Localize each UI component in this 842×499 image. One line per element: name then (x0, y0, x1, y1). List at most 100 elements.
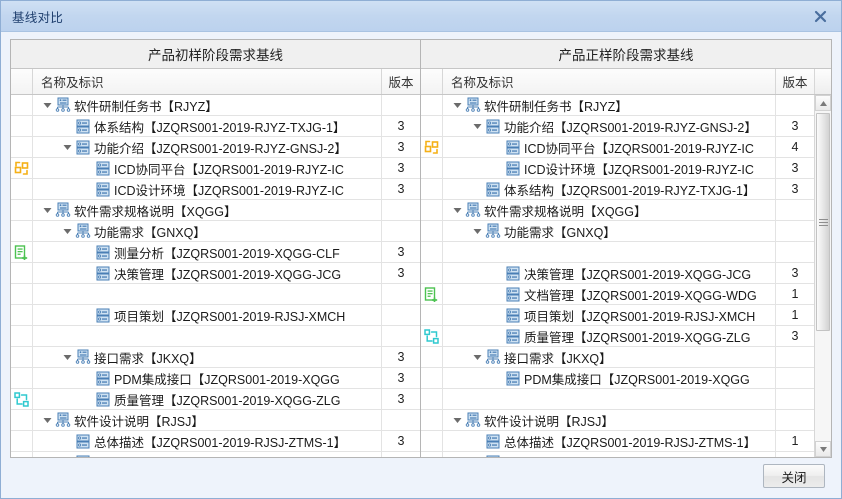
tree-row[interactable]: 软件设计说明【RJSJ】 (11, 410, 420, 431)
tree-row[interactable]: 体系结构【JZQRS001-2019-RJYZ-TXJG-1】 3 (421, 179, 814, 200)
expand-collapse-icon[interactable] (471, 227, 484, 236)
column-header-name[interactable]: 名称及标识 (33, 69, 382, 94)
row-version-cell: 3 (791, 266, 799, 280)
row-label: 软件设计说明【RJSJ】 (74, 414, 204, 429)
row-name-cell: 质量管理【JZQRS001-2019-XQGG-ZLG (33, 389, 382, 409)
panel-caption: 产品初样阶段需求基线 (11, 40, 420, 69)
row-version-cell (776, 242, 814, 262)
row-name-cell: 软件需求规格说明【XQGG】 (33, 200, 382, 220)
tree-row[interactable]: 总体描述【JZQRS001-2019-RJSJ-ZTMS-1】 1 (421, 431, 814, 452)
expand-collapse-icon[interactable] (451, 416, 464, 425)
row-name-cell: 总体描述【JZQRS001-2019-RJSJ-ZTMS-1】 (443, 431, 776, 451)
column-header-version[interactable]: 版本 (776, 69, 814, 94)
column-header-name[interactable]: 名称及标识 (443, 69, 776, 94)
row-marker-cell (421, 116, 443, 136)
tree-row[interactable]: 决策管理【JZQRS001-2019-XQGG-JCG 3 (11, 263, 420, 284)
scrollbar-track[interactable] (815, 111, 831, 441)
row-marker-cell (11, 179, 33, 199)
tree-row[interactable]: 详细描述【JZQRS001-2019-RJSJ-XXMS-2】 3 (421, 452, 814, 457)
expand-collapse-icon[interactable] (61, 143, 74, 152)
tree-row[interactable]: 接口需求【JKXQ】 (421, 347, 814, 368)
row-name-cell: 软件需求规格说明【XQGG】 (443, 200, 776, 220)
tree-row[interactable]: 软件需求规格说明【XQGG】 (11, 200, 420, 221)
dialog-titlebar: 基线对比 (1, 1, 841, 32)
tree-row[interactable]: PDM集成接口【JZQRS001-2019-XQGG (421, 368, 814, 389)
row-version-cell: 3 (382, 452, 420, 457)
row-marker-cell (421, 347, 443, 367)
scroll-down-arrow-icon[interactable] (815, 441, 831, 457)
scrollbar-thumb[interactable] (816, 113, 830, 331)
column-header-version-label: 版本 (782, 76, 808, 90)
row-name-cell: 项目策划【JZQRS001-2019-RJSJ-XMCH (443, 305, 776, 325)
tree-row[interactable]: 质量管理【JZQRS001-2019-XQGG-ZLG 3 (11, 389, 420, 410)
row-marker-cell (421, 368, 443, 388)
expand-collapse-icon[interactable] (451, 206, 464, 215)
column-header-marker (421, 69, 443, 94)
tree-row[interactable]: 决策管理【JZQRS001-2019-XQGG-JCG 3 (421, 263, 814, 284)
tree-row[interactable]: 软件研制任务书【RJYZ】 (421, 95, 814, 116)
tree-row[interactable]: 项目策划【JZQRS001-2019-RJSJ-XMCH 1 (421, 305, 814, 326)
column-header-name-label: 名称及标识 (451, 76, 514, 90)
row-name-cell: 软件研制任务书【RJYZ】 (443, 95, 776, 115)
scroll-up-arrow-icon[interactable] (815, 95, 831, 111)
row-label: 接口需求【JKXQ】 (94, 351, 202, 366)
tree-row[interactable]: 体系结构【JZQRS001-2019-RJYZ-TXJG-1】 3 (11, 116, 420, 137)
row-marker-cell (421, 137, 443, 157)
marker-added-icon (424, 286, 439, 303)
document-node-icon (505, 370, 521, 386)
marker-moved-icon (424, 140, 439, 155)
expand-collapse-icon[interactable] (61, 227, 74, 236)
row-name-cell: 决策管理【JZQRS001-2019-XQGG-JCG (443, 263, 776, 283)
row-marker-cell (421, 452, 443, 457)
tree-row[interactable]: ICD设计环境【JZQRS001-2019-RJYZ-IC 3 (11, 179, 420, 200)
row-marker-cell (11, 137, 33, 157)
row-version-cell: 3 (397, 434, 405, 448)
tree-row[interactable]: 功能介绍【JZQRS001-2019-RJYZ-GNSJ-2】 3 (11, 137, 420, 158)
expand-collapse-icon[interactable] (451, 101, 464, 110)
tree-row[interactable]: 功能需求【GNXQ】 (421, 221, 814, 242)
row-marker-cell (11, 452, 33, 457)
tree-row[interactable]: ICD设计环境【JZQRS001-2019-RJYZ-IC 3 (421, 158, 814, 179)
vertical-scrollbar[interactable] (814, 95, 831, 457)
close-button[interactable]: 关闭 (763, 464, 825, 488)
expand-collapse-icon[interactable] (471, 353, 484, 362)
tree-row[interactable]: 功能需求【GNXQ】 (11, 221, 420, 242)
tree-row[interactable]: 项目策划【JZQRS001-2019-RJSJ-XMCH (11, 305, 420, 326)
column-header-marker (11, 69, 33, 94)
tree-row[interactable]: 软件设计说明【RJSJ】 (421, 410, 814, 431)
row-version-cell: 3 (397, 161, 405, 175)
tree-row[interactable]: 接口需求【JKXQ】 3 (11, 347, 420, 368)
row-name-cell: ICD协同平台【JZQRS001-2019-RJYZ-IC (33, 158, 382, 178)
expand-collapse-icon[interactable] (61, 353, 74, 362)
row-label: 质量管理【JZQRS001-2019-XQGG-ZLG (114, 393, 341, 408)
tree-row[interactable]: 功能介绍【JZQRS001-2019-RJYZ-GNSJ-2】 3 (421, 116, 814, 137)
document-node-icon (485, 181, 501, 197)
tree-row[interactable]: 软件需求规格说明【XQGG】 (421, 200, 814, 221)
tree-row[interactable]: 软件研制任务书【RJYZ】 (11, 95, 420, 116)
document-node-icon (95, 265, 111, 281)
close-icon[interactable] (808, 5, 832, 27)
tree-row[interactable]: 总体描述【JZQRS001-2019-RJSJ-ZTMS-1】 3 (11, 431, 420, 452)
panel-caption: 产品正样阶段需求基线 (421, 40, 831, 69)
expand-collapse-icon[interactable] (41, 206, 54, 215)
row-name-cell: PDM集成接口【JZQRS001-2019-XQGG (443, 368, 776, 388)
expand-collapse-icon[interactable] (471, 122, 484, 131)
row-label: 测量分析【JZQRS001-2019-XQGG-CLF (114, 246, 340, 261)
column-header-version[interactable]: 版本 (382, 69, 420, 94)
tree-row[interactable]: 质量管理【JZQRS001-2019-XQGG-ZLG 3 (421, 326, 814, 347)
row-version-cell (776, 95, 814, 115)
row-name-cell: PDM集成接口【JZQRS001-2019-XQGG (33, 368, 382, 388)
tree-row[interactable]: 测量分析【JZQRS001-2019-XQGG-CLF 3 (11, 242, 420, 263)
row-name-cell: ICD设计环境【JZQRS001-2019-RJYZ-IC (33, 179, 382, 199)
tree-row[interactable]: ICD协同平台【JZQRS001-2019-RJYZ-IC 3 (11, 158, 420, 179)
expand-collapse-icon[interactable] (41, 101, 54, 110)
tree-row[interactable]: 详细描述【JZQRS001-2019-RJSJ-XXMS-2】 3 (11, 452, 420, 457)
group-node-icon (75, 349, 91, 365)
tree-row[interactable]: PDM集成接口【JZQRS001-2019-XQGG 3 (11, 368, 420, 389)
expand-collapse-icon[interactable] (41, 416, 54, 425)
tree-row[interactable]: 文档管理【JZQRS001-2019-XQGG-WDG 1 (421, 284, 814, 305)
tree-row-empty (421, 242, 814, 263)
tree-row[interactable]: ICD协同平台【JZQRS001-2019-RJYZ-IC 4 (421, 137, 814, 158)
row-version-cell: 1 (791, 308, 799, 322)
document-node-icon (75, 433, 91, 449)
